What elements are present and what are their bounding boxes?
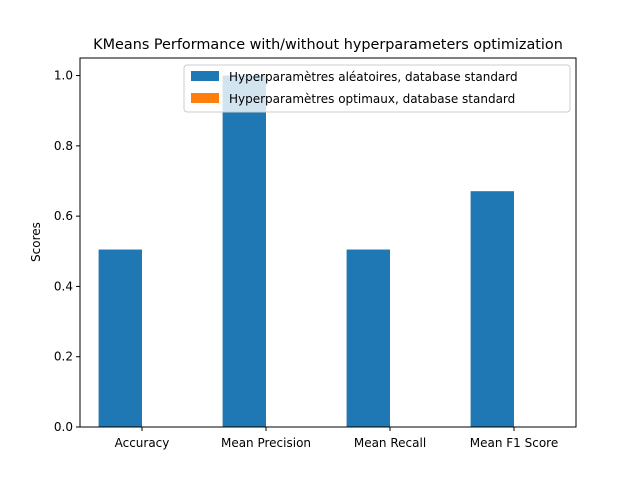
x-tick-label: Accuracy xyxy=(115,436,170,450)
x-tick-label: Mean Recall xyxy=(354,436,426,450)
legend-swatch-series-2 xyxy=(191,93,219,103)
legend-swatch-series-1 xyxy=(191,71,219,81)
chart-title: KMeans Performance with/without hyperpar… xyxy=(93,37,563,53)
y-axis-label: Scores xyxy=(29,222,43,262)
legend: Hyperparamètres aléatoires, database sta… xyxy=(183,64,571,113)
bars-group xyxy=(98,75,514,428)
bar-series-1-mean-precision xyxy=(222,75,266,428)
plot-frame xyxy=(79,57,577,428)
y-tick-label: 0.4 xyxy=(54,279,73,293)
x-tick-label: Mean F1 Score xyxy=(470,436,558,450)
legend-box xyxy=(183,64,571,113)
legend-label-series-2: Hyperparamètres optimaux, database stand… xyxy=(229,92,515,106)
y-axis-ticks: 0.0 0.2 0.4 0.6 0.8 1.0 xyxy=(54,69,80,434)
y-tick-label: 0.0 xyxy=(54,420,73,434)
x-axis-ticks: Accuracy Mean Precision Mean Recall Mean F1… xyxy=(115,427,558,450)
bar-series-1-mean-f1-score xyxy=(470,191,514,427)
legend-label-series-1: Hyperparamètres aléatoires, database sta… xyxy=(229,70,518,84)
y-tick-label: 1.0 xyxy=(54,69,73,83)
x-tick-label: Mean Precision xyxy=(221,436,311,450)
y-tick-label: 0.6 xyxy=(54,209,73,223)
y-tick-label: 0.2 xyxy=(54,350,73,364)
y-tick-label: 0.8 xyxy=(54,139,73,153)
bar-series-1-mean-recall xyxy=(346,249,390,427)
bar-series-1-accuracy xyxy=(98,249,142,427)
